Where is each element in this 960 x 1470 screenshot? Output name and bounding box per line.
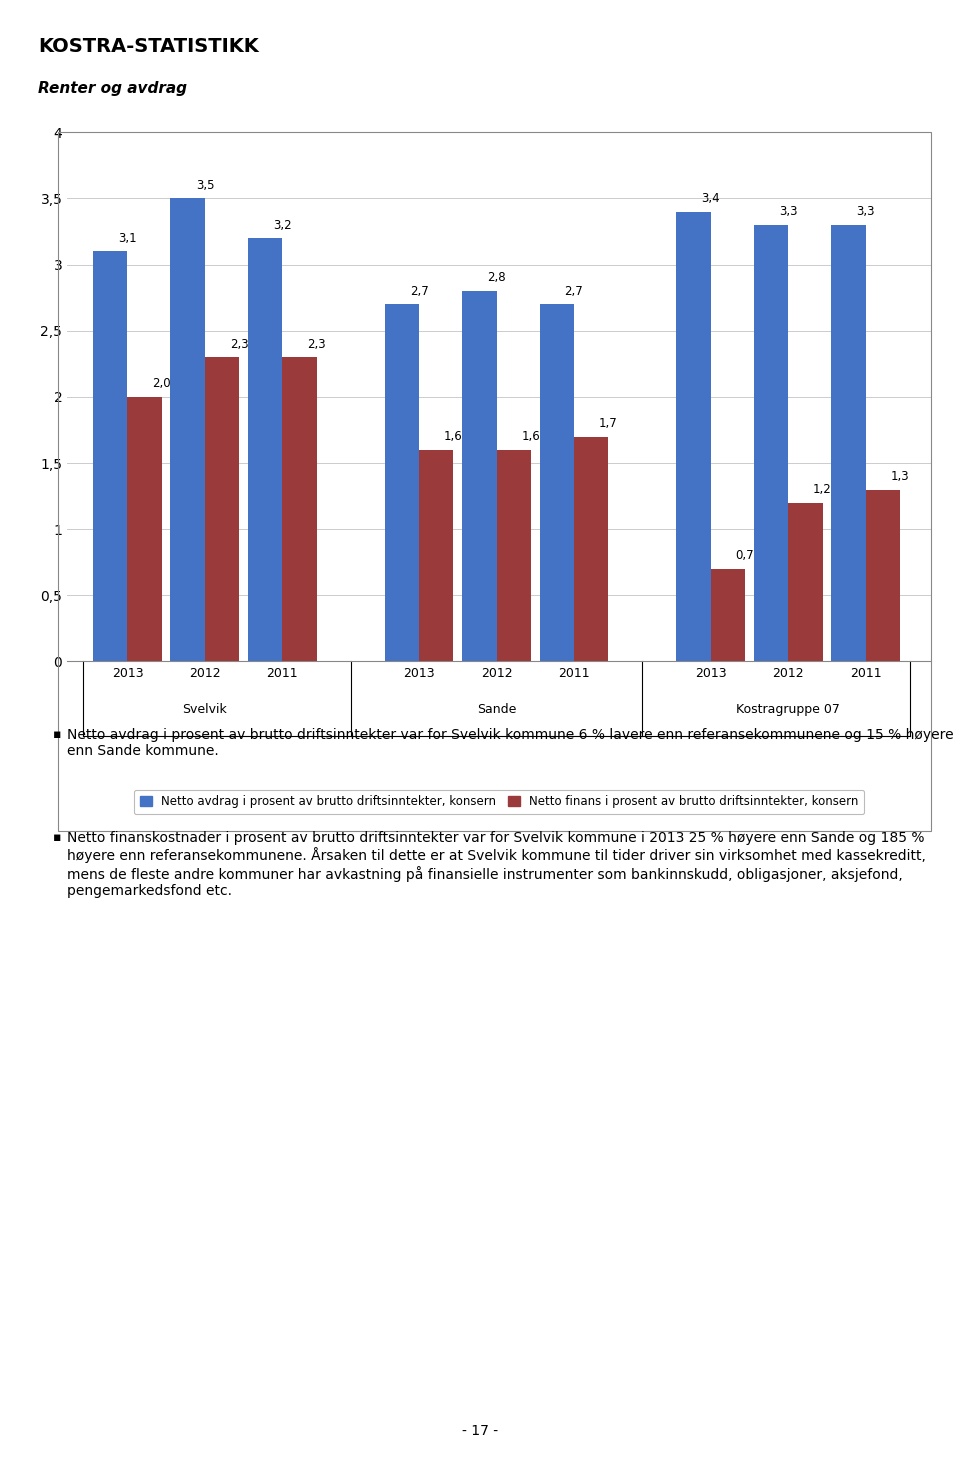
Text: Netto avdrag i prosent av brutto driftsinntekter var for Svelvik kommune 6 % lav: Netto avdrag i prosent av brutto driftsi…	[67, 728, 954, 759]
Text: 2,3: 2,3	[307, 338, 326, 351]
Bar	[93, 251, 128, 662]
Bar	[282, 357, 317, 662]
Text: Renter og avdrag: Renter og avdrag	[38, 81, 187, 96]
Text: 2,8: 2,8	[487, 272, 506, 285]
Bar	[831, 225, 866, 662]
Bar	[128, 397, 162, 662]
Bar	[788, 503, 823, 662]
Bar	[171, 198, 204, 662]
Text: 2,0: 2,0	[153, 378, 171, 390]
Bar	[866, 490, 900, 662]
Text: Svelvik: Svelvik	[182, 703, 228, 716]
Text: 0,7: 0,7	[735, 550, 755, 562]
Text: 1,7: 1,7	[599, 417, 618, 429]
Text: 2,3: 2,3	[230, 338, 249, 351]
Text: 2,7: 2,7	[564, 285, 584, 297]
Text: 1,6: 1,6	[521, 431, 540, 444]
Text: 1,3: 1,3	[891, 470, 909, 482]
Text: 1,6: 1,6	[444, 431, 463, 444]
Text: 3,2: 3,2	[273, 219, 292, 231]
Text: KOSTRA-STATISTIKK: KOSTRA-STATISTIKK	[38, 37, 259, 56]
Legend: Netto avdrag i prosent av brutto driftsinntekter, konsern, Netto finans i prosen: Netto avdrag i prosent av brutto driftsi…	[134, 789, 864, 814]
Text: Netto finanskostnader i prosent av brutto driftsinntekter var for Svelvik kommun: Netto finanskostnader i prosent av brutt…	[67, 831, 926, 898]
Bar	[385, 304, 420, 662]
Bar	[540, 304, 574, 662]
Text: 1,2: 1,2	[813, 484, 832, 497]
Bar	[754, 225, 788, 662]
Bar	[462, 291, 496, 662]
Text: 3,3: 3,3	[856, 206, 875, 219]
Bar	[420, 450, 453, 662]
Text: 3,5: 3,5	[196, 179, 214, 193]
Text: 3,1: 3,1	[118, 232, 136, 244]
Bar	[496, 450, 531, 662]
Bar	[710, 569, 745, 662]
Text: - 17 -: - 17 -	[462, 1423, 498, 1438]
Text: ▪: ▪	[53, 728, 61, 741]
Text: Kostragruppe 07: Kostragruppe 07	[736, 703, 840, 716]
Bar	[574, 437, 609, 662]
Text: 3,3: 3,3	[779, 206, 798, 219]
Bar	[204, 357, 239, 662]
Bar	[248, 238, 282, 662]
Text: 2,7: 2,7	[410, 285, 428, 297]
Bar	[676, 212, 710, 662]
Text: 3,4: 3,4	[702, 193, 720, 206]
Text: ▪: ▪	[53, 831, 61, 844]
Text: Sande: Sande	[477, 703, 516, 716]
